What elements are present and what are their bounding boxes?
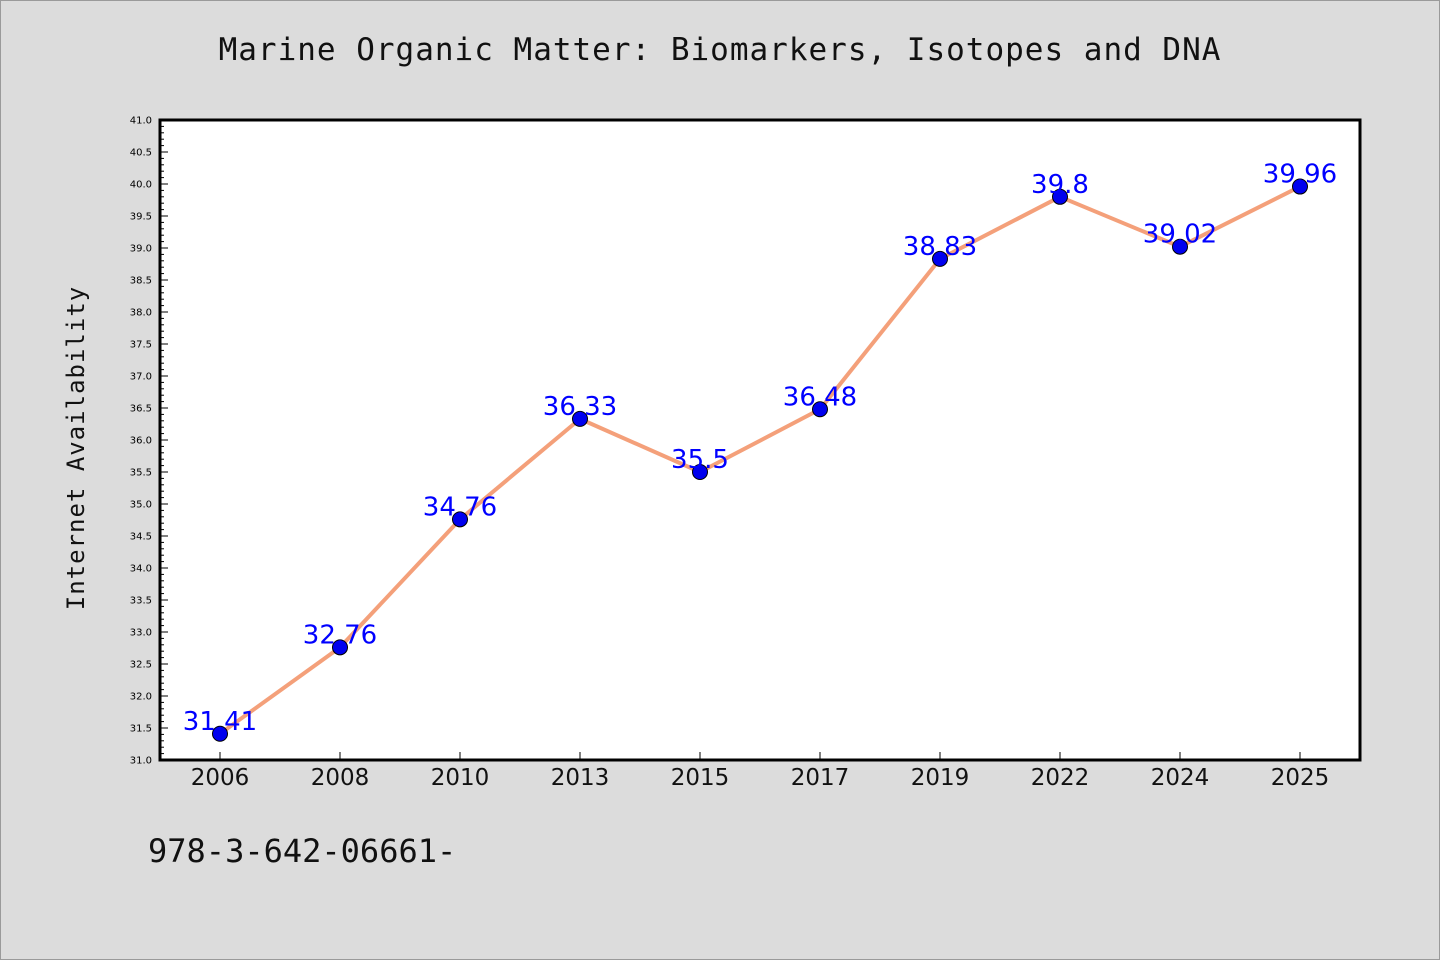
- y-tick-label: 37.5: [130, 340, 152, 351]
- series-markers: [212, 178, 1308, 742]
- series-line: [218, 184, 1301, 736]
- data-labels: 31.41 32.76 34.76 36.33 35.5 36.48 38.83 39.8 39…: [183, 160, 1337, 737]
- y-tick-label: 31.5: [130, 724, 152, 735]
- y-tick-label: 38.5: [130, 276, 152, 287]
- x-tick-label: 2024: [1151, 765, 1210, 791]
- y-tick-label: 41.0: [130, 116, 152, 127]
- y-tick-label: 40.0: [130, 180, 152, 191]
- data-label: 39.02: [1143, 220, 1217, 250]
- data-point: [812, 401, 828, 418]
- data-point: [572, 410, 588, 427]
- data-label: 39.8: [1031, 170, 1089, 200]
- y-axis: 31.0 31.5 32.0 32.5 33.0 33.5 34.0 34.5 35.0 35.5…: [130, 116, 168, 767]
- x-tick-label: 2025: [1271, 765, 1330, 791]
- y-tick-label: 35.0: [130, 500, 152, 511]
- x-tick-label: 2015: [671, 765, 730, 791]
- y-tick-label: 38.0: [130, 308, 152, 319]
- data-label: 31.41: [183, 707, 257, 737]
- data-point: [332, 639, 348, 656]
- data-label: 36.48: [783, 382, 857, 412]
- data-point: [212, 725, 228, 742]
- data-point: [1292, 178, 1308, 195]
- y-tick-label: 40.5: [130, 148, 152, 159]
- data-label: 39.96: [1263, 160, 1337, 190]
- data-point: [452, 511, 468, 528]
- y-tick-label: 31.0: [130, 756, 152, 767]
- data-label: 36.33: [543, 392, 617, 422]
- x-tick-label: 2006: [191, 765, 250, 791]
- data-point: [1052, 188, 1068, 205]
- data-label: 34.76: [423, 492, 497, 522]
- y-tick-label: 34.5: [130, 532, 152, 543]
- y-tick-label: 39.5: [130, 212, 152, 223]
- y-tick-label: 35.5: [130, 468, 152, 479]
- y-tick-label: 32.0: [130, 692, 152, 703]
- y-tick-label: 33.5: [130, 596, 152, 607]
- x-tick-label: 2017: [791, 765, 850, 791]
- data-label: 38.83: [903, 232, 977, 262]
- data-label: 35.5: [671, 445, 729, 475]
- x-axis: 2006 2008 2010 2013 2015 2017 2019 2022 2024 2025: [191, 752, 1330, 791]
- y-tick-label: 32.5: [130, 660, 152, 671]
- chart-title: Marine Organic Matter: Biomarkers, Isoto…: [218, 32, 1222, 68]
- x-tick-label: 2010: [431, 765, 490, 791]
- y-tick-label: 36.5: [130, 404, 152, 415]
- x-tick-label: 2013: [551, 765, 610, 791]
- data-point: [1172, 238, 1188, 255]
- data-label: 32.76: [303, 620, 377, 650]
- x-tick-label: 2008: [311, 765, 370, 791]
- y-tick-label: 39.0: [130, 244, 152, 255]
- data-point: [932, 250, 948, 267]
- footer-code: 978-3-642-06661-: [148, 832, 457, 870]
- y-tick-label: 33.0: [130, 628, 152, 639]
- data-point: [692, 464, 708, 480]
- y-tick-label: 34.0: [130, 564, 152, 575]
- y-axis-label: Internet Availability: [62, 285, 90, 611]
- y-tick-label: 37.0: [130, 372, 152, 383]
- y-tick-label: 36.0: [130, 436, 152, 447]
- x-tick-label: 2022: [1031, 765, 1090, 791]
- x-tick-label: 2019: [911, 765, 970, 791]
